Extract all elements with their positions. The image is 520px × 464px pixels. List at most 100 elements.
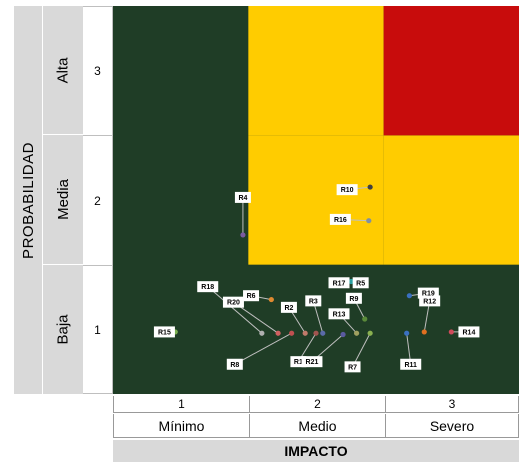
label-text-r2: R2 — [284, 305, 293, 312]
label-r6: R6 — [243, 290, 260, 302]
label-box-r21 — [301, 356, 323, 368]
leader-line-r8 — [234, 332, 292, 365]
label-box-r16 — [329, 213, 351, 225]
label-text-r15: R15 — [158, 329, 171, 336]
label-text-r18: R18 — [201, 284, 214, 291]
label-r3: R3 — [305, 295, 322, 307]
label-box-r18 — [197, 281, 219, 293]
label-r18: R18 — [197, 281, 219, 293]
label-text-r10: R10 — [341, 187, 354, 194]
zone-cell-2-3 — [248, 6, 384, 136]
point-r4 — [240, 232, 246, 238]
label-text-r16: R16 — [334, 217, 347, 224]
probability-axis-label: PROBABILIDAD — [19, 141, 37, 259]
zone-cell-3-3 — [383, 6, 519, 136]
row-label-low: Baja — [43, 265, 83, 394]
label-text-r3: R3 — [309, 298, 318, 305]
label-box-r1 — [290, 356, 307, 368]
col-name-minimum: Mínimo — [113, 414, 250, 438]
label-box-r19 — [417, 287, 439, 299]
point-r9 — [362, 316, 368, 322]
label-text-r6: R6 — [247, 293, 256, 300]
col-number-2: 2 — [250, 396, 386, 413]
label-r16: R16 — [329, 213, 351, 225]
leader-line-r7 — [352, 332, 371, 368]
point-r5 — [348, 278, 354, 285]
col-name-severe-text: Severo — [429, 417, 475, 434]
impact-axis-title: IMPACTO — [113, 440, 519, 462]
label-r4: R4 — [234, 191, 251, 203]
label-r14: R14 — [458, 326, 480, 338]
point-r16 — [366, 218, 372, 224]
label-text-r4: R4 — [238, 195, 247, 202]
risk-points — [172, 184, 454, 338]
label-box-r13 — [328, 308, 350, 320]
col-number-3: 3 — [386, 396, 519, 413]
row-label-medium: Media — [43, 135, 83, 265]
zone-cell-3-2 — [383, 135, 519, 265]
risk-labels: R1 R2 R3 R4 R5 R6 R7 R8 R9 R10 R11 R12 R13 R14 R15 R16 R… — [153, 184, 480, 373]
label-box-r4 — [234, 191, 251, 203]
row-label-low-text: Baja — [54, 314, 72, 345]
label-text-r13: R13 — [333, 311, 346, 318]
label-box-r15 — [153, 326, 175, 338]
label-r20: R20 — [222, 296, 244, 308]
row-number-2: 2 — [83, 135, 113, 266]
label-r11: R11 — [400, 358, 422, 370]
point-r7 — [367, 330, 373, 336]
col-number-1-text: 1 — [178, 397, 185, 411]
label-text-r14: R14 — [463, 329, 476, 336]
label-text-r7: R7 — [348, 364, 357, 371]
label-r2: R2 — [280, 301, 297, 313]
label-r8: R8 — [226, 358, 243, 370]
col-number-1: 1 — [113, 396, 250, 413]
label-text-r5: R5 — [356, 280, 365, 287]
col-number-2-text: 2 — [314, 397, 321, 411]
label-box-r3 — [305, 295, 322, 307]
label-text-r21: R21 — [306, 359, 319, 366]
label-r13: R13 — [328, 308, 350, 320]
row-number-3-text: 3 — [94, 64, 101, 78]
label-r5: R5 — [352, 277, 369, 289]
label-box-r8 — [226, 358, 243, 370]
label-r17: R17 — [328, 277, 350, 289]
point-r8 — [289, 330, 295, 336]
label-r21: R21 — [301, 356, 323, 368]
risk-matrix-plot: R1 R2 R3 R4 R5 R6 R7 R8 R9 R10 R11 R12 R13 R14 R15 R16 R… — [113, 6, 519, 394]
point-r2 — [302, 330, 308, 336]
label-box-r20 — [222, 296, 244, 308]
col-name-medium-text: Medio — [298, 417, 337, 434]
row-label-high-text: Alta — [54, 57, 72, 83]
row-label-medium-text: Media — [54, 179, 72, 220]
label-text-r8: R8 — [230, 362, 239, 369]
label-box-r17 — [328, 277, 350, 289]
label-r15: R15 — [153, 326, 175, 338]
row-number-3: 3 — [83, 6, 113, 136]
label-text-r1: R1 — [294, 359, 303, 366]
point-r6 — [268, 296, 274, 303]
label-text-r11: R11 — [404, 362, 417, 369]
label-box-r14 — [458, 326, 480, 338]
zone-cell-2-2 — [248, 135, 384, 265]
label-r10: R10 — [336, 184, 358, 196]
label-r1: R1 — [290, 356, 307, 368]
label-r7: R7 — [344, 361, 361, 373]
point-r10 — [367, 184, 373, 190]
label-box-r12 — [419, 295, 441, 307]
point-r3 — [320, 330, 326, 336]
row-number-1: 1 — [83, 265, 113, 394]
label-box-r7 — [344, 361, 361, 373]
label-text-r9: R9 — [349, 296, 358, 303]
label-text-r12: R12 — [423, 298, 436, 305]
leader-line-r18 — [207, 286, 263, 334]
label-box-r2 — [280, 301, 297, 313]
col-name-severe: Severo — [386, 414, 519, 438]
point-r14 — [448, 329, 454, 335]
point-r1 — [313, 330, 319, 336]
row-label-high: Alta — [43, 6, 83, 135]
label-text-r20: R20 — [227, 300, 240, 307]
label-r12: R12 — [419, 295, 441, 307]
point-r12 — [421, 329, 427, 335]
label-box-r6 — [243, 290, 260, 302]
label-box-r10 — [336, 184, 358, 196]
